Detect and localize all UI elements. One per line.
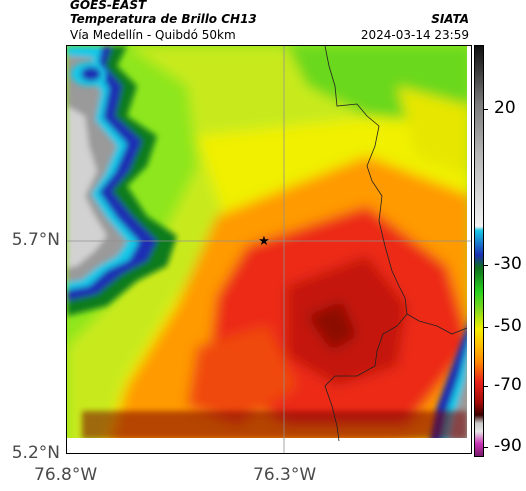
lat-tick-label: 5.7°N — [11, 230, 60, 250]
product-title: Temperatura de Brillo CH13 — [70, 12, 257, 26]
lon-tick-label: 76.8°W — [34, 465, 98, 485]
colorbar — [474, 45, 484, 457]
lat-tick-label: 5.2°N — [11, 443, 60, 463]
location-star-icon: ★ — [258, 234, 270, 249]
brightness-temperature-field: ★ — [67, 46, 471, 453]
route-subtitle: Vía Medellín - Quibdó 50km — [70, 28, 236, 42]
timestamp-label: 2024-03-14 23:59 — [360, 28, 469, 42]
colorbar-tick — [483, 447, 488, 448]
lon-tick-label: 76.3°W — [253, 465, 317, 485]
department-border — [324, 46, 468, 335]
colorbar-label: -30 — [494, 254, 522, 274]
colorbar-tick — [483, 327, 488, 328]
department-border-south — [324, 313, 408, 442]
satellite-map: ★ — [66, 45, 472, 454]
colorbar-tick — [483, 386, 488, 387]
colorbar-label: -50 — [494, 316, 522, 336]
agency-label: SIATA — [431, 12, 469, 26]
colorbar-label: -70 — [494, 375, 522, 395]
colorbar-label: 20 — [494, 98, 516, 118]
colorbar-label: -90 — [494, 436, 522, 456]
colorbar-tick — [483, 109, 488, 110]
colorbar-tick — [483, 265, 488, 266]
satellite-title: GOES-EAST — [70, 0, 147, 12]
